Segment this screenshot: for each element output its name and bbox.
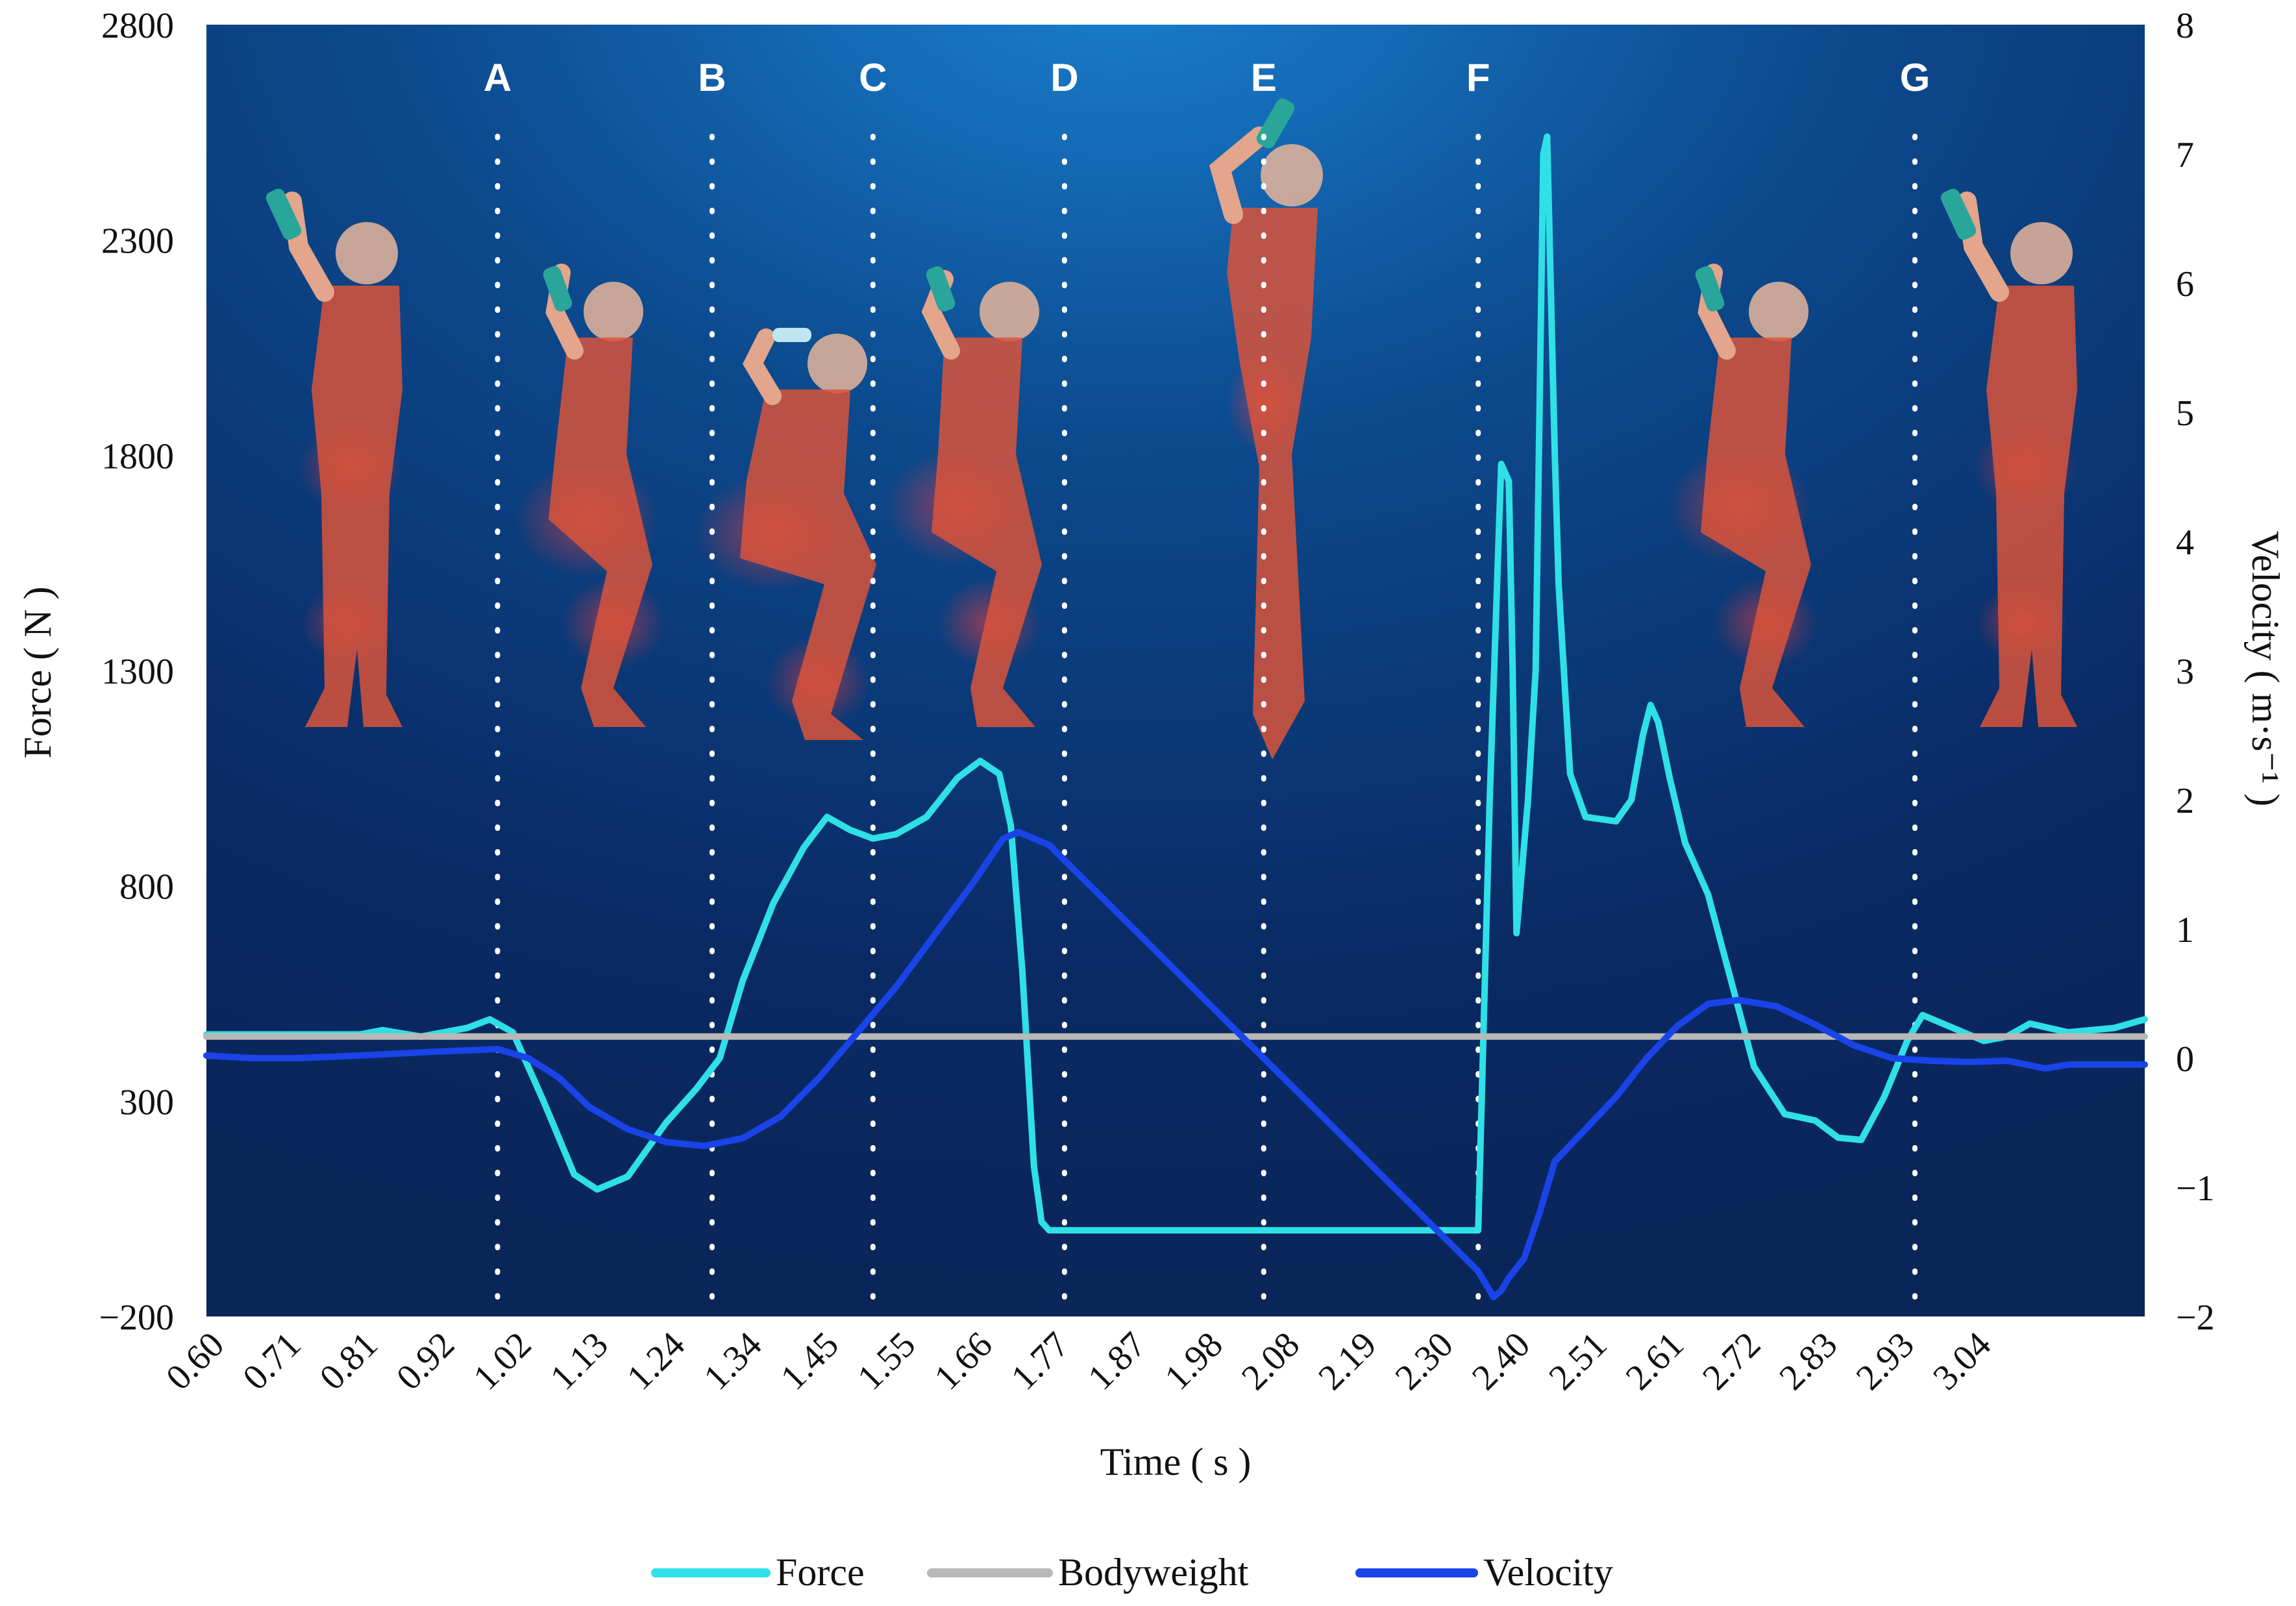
- x-tick-label: 1.02: [465, 1324, 539, 1398]
- y-right-tick-label: 4: [2176, 523, 2194, 563]
- x-tick-label: 1.34: [697, 1324, 770, 1398]
- x-tick-label: 2.40: [1464, 1324, 1538, 1398]
- x-tick-label: 2.61: [1618, 1324, 1692, 1398]
- force-legend-label: Force: [776, 1551, 865, 1594]
- y-left-tick-label: 1300: [101, 652, 174, 692]
- x-tick-label: 1.77: [1004, 1324, 1077, 1398]
- y-right-tick-label: 8: [2176, 6, 2194, 46]
- x-tick-label: 0.92: [389, 1324, 462, 1398]
- y-left-tick-label: 2800: [101, 6, 174, 46]
- athlete-deep-squat-icon: [695, 328, 876, 740]
- x-tick-label: 0.81: [312, 1324, 386, 1398]
- y-right-tick-label: 2: [2176, 781, 2194, 821]
- x-tick-label: 1.98: [1157, 1324, 1231, 1398]
- athlete-landing-icon: [1668, 264, 1818, 727]
- phase-label-d: D: [1050, 56, 1078, 99]
- bodyweight-legend-label: Bodyweight: [1058, 1551, 1249, 1594]
- phase-label-a: A: [484, 56, 512, 99]
- y-left-tick-label: 1800: [101, 436, 174, 476]
- athlete-squat-icon: [516, 264, 665, 727]
- x-tick-label: 2.83: [1771, 1324, 1845, 1398]
- athlete-jump-icon: [1209, 98, 1323, 760]
- y-right-tick-label: 0: [2176, 1039, 2194, 1080]
- y-right-tick-label: 1: [2176, 910, 2194, 950]
- y-right-tick-label: −2: [2176, 1298, 2215, 1338]
- phase-label-g: G: [1900, 56, 1931, 99]
- x-tick-label: 0.71: [235, 1324, 308, 1398]
- athlete-illustrations: [265, 98, 2077, 760]
- athlete-final-standing-icon: [1940, 188, 2077, 727]
- phase-label-b: B: [698, 56, 726, 99]
- x-tick-label: 2.51: [1541, 1324, 1614, 1398]
- athlete-rising-icon: [886, 266, 1042, 727]
- phase-markers: A B C D E F G: [484, 56, 1931, 1307]
- velocity-legend-label: Velocity: [1483, 1551, 1613, 1594]
- x-tick-label: 1.66: [927, 1324, 1000, 1398]
- x-tick-label: 2.30: [1388, 1324, 1461, 1398]
- x-tick-label: 1.87: [1080, 1324, 1154, 1398]
- legend: Force Bodyweight Velocity: [651, 1551, 1613, 1594]
- phase-label-e: E: [1251, 56, 1277, 99]
- x-tick-label: 2.93: [1849, 1324, 1922, 1398]
- x-tick-label: 2.72: [1695, 1324, 1768, 1398]
- x-tick-label: 2.19: [1311, 1324, 1384, 1398]
- y-left-tick-label: −200: [99, 1298, 174, 1338]
- athlete-standing-icon: [265, 188, 402, 727]
- x-tick-label: 3.04: [1925, 1324, 1999, 1398]
- data-series: [203, 133, 2148, 1301]
- phase-label-c: C: [859, 56, 887, 99]
- x-axis-title: Time ( s ): [1100, 1440, 1252, 1483]
- x-tick-label: 1.55: [850, 1324, 923, 1398]
- y-left-tick-label: 800: [119, 867, 174, 908]
- y-right-tick-label: 3: [2176, 652, 2194, 692]
- plot-background: [206, 25, 2145, 1316]
- y-axis-left-title: Force ( N ): [16, 587, 59, 759]
- x-tick-label: 1.24: [619, 1324, 693, 1398]
- y-right-tick-label: 6: [2176, 264, 2194, 304]
- velocity-series-line: [203, 828, 2148, 1301]
- y-left-tick-label: 2300: [101, 221, 174, 262]
- y-right-tick-label: 5: [2176, 393, 2194, 434]
- phase-label-f: F: [1466, 56, 1490, 99]
- y-right-tick-label: 7: [2176, 135, 2194, 175]
- x-tick-label: 1.13: [543, 1324, 616, 1398]
- x-tick-label: 1.45: [773, 1324, 846, 1398]
- y-axis-right-title: Velocity ( m·s⁻¹ ): [2244, 531, 2287, 807]
- y-left-tick-label: 300: [119, 1082, 174, 1122]
- x-tick-label: 2.08: [1234, 1324, 1307, 1398]
- y-right-tick-label: −1: [2176, 1168, 2215, 1209]
